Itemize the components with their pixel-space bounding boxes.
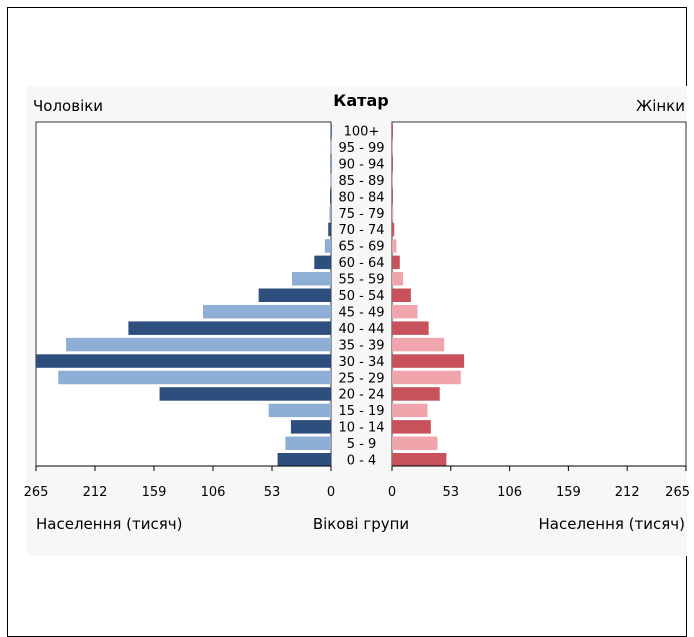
age-group-label: 90 - 94 bbox=[338, 157, 384, 172]
female-bar bbox=[392, 206, 394, 220]
age-group-label: 25 - 29 bbox=[338, 371, 384, 386]
female-bar bbox=[392, 189, 393, 204]
female-bar bbox=[392, 304, 418, 319]
male-bar bbox=[159, 387, 331, 401]
age-group-label: 5 - 9 bbox=[347, 437, 377, 452]
x-axis-label-right: Населення (тисяч) bbox=[539, 515, 686, 533]
female-tick-label: 159 bbox=[556, 485, 581, 500]
female-bar bbox=[392, 124, 393, 138]
age-group-label: 15 - 19 bbox=[338, 404, 384, 419]
male-bar bbox=[268, 403, 331, 418]
age-group-label: 80 - 84 bbox=[338, 190, 384, 205]
age-group-label: 45 - 49 bbox=[338, 305, 384, 320]
male-bar bbox=[292, 272, 331, 286]
female-tick-label: 212 bbox=[615, 485, 640, 500]
female-bar bbox=[392, 420, 431, 434]
male-bar bbox=[36, 354, 331, 368]
female-bar bbox=[392, 173, 393, 187]
age-group-label: 0 - 4 bbox=[347, 454, 377, 469]
female-bar bbox=[392, 387, 440, 401]
male-bar bbox=[58, 370, 331, 385]
male-bar bbox=[328, 222, 331, 237]
male-bar bbox=[290, 420, 331, 434]
male-bar bbox=[330, 140, 332, 154]
female-bar bbox=[392, 370, 461, 385]
male-tick-label: 0 bbox=[327, 485, 335, 500]
male-bar bbox=[324, 239, 331, 253]
male-bar bbox=[202, 304, 331, 319]
age-group-label: 65 - 69 bbox=[338, 240, 384, 255]
male-bar bbox=[314, 255, 331, 270]
female-panel bbox=[391, 121, 687, 467]
female-bar bbox=[392, 453, 447, 467]
male-bar bbox=[277, 453, 331, 467]
age-group-label: 35 - 39 bbox=[338, 338, 384, 353]
female-side-label: Жінки bbox=[636, 97, 685, 115]
female-bar bbox=[392, 272, 404, 286]
female-bar bbox=[392, 255, 400, 270]
male-side-label: Чоловіки bbox=[33, 97, 103, 115]
age-group-label: 85 - 89 bbox=[338, 174, 384, 189]
age-group-label: 70 - 74 bbox=[338, 223, 384, 238]
male-bar bbox=[258, 288, 331, 302]
female-bar bbox=[392, 140, 393, 154]
female-tick-label: 106 bbox=[497, 485, 522, 500]
male-bar bbox=[329, 189, 331, 204]
male-bar bbox=[285, 436, 331, 451]
female-bar bbox=[392, 436, 438, 451]
male-tick-label: 159 bbox=[142, 485, 167, 500]
female-bar bbox=[392, 156, 393, 171]
female-bar bbox=[392, 288, 411, 302]
age-group-label: 55 - 59 bbox=[338, 273, 384, 288]
chart-title: Катар bbox=[333, 91, 388, 110]
male-tick-label: 53 bbox=[264, 485, 281, 500]
male-bar bbox=[329, 206, 331, 220]
age-group-label: 10 - 14 bbox=[338, 421, 384, 436]
male-tick-label: 212 bbox=[83, 485, 108, 500]
age-group-label: 100+ bbox=[344, 125, 380, 140]
female-bar bbox=[392, 337, 445, 352]
age-group-label: 30 - 34 bbox=[338, 355, 384, 370]
female-tick-label: 265 bbox=[665, 485, 690, 500]
male-bar bbox=[66, 337, 331, 352]
male-bar bbox=[330, 124, 332, 138]
female-bar bbox=[392, 321, 429, 335]
male-tick-label: 265 bbox=[24, 485, 49, 500]
female-tick-label: 0 bbox=[388, 485, 396, 500]
male-bar bbox=[330, 173, 332, 187]
age-group-label: 95 - 99 bbox=[338, 141, 384, 156]
age-group-label: 75 - 79 bbox=[338, 207, 384, 222]
age-group-label: 50 - 54 bbox=[338, 289, 384, 304]
male-bar bbox=[330, 156, 332, 171]
male-tick-label: 106 bbox=[201, 485, 226, 500]
female-bar bbox=[392, 239, 397, 253]
female-bar bbox=[392, 222, 395, 237]
female-bar bbox=[392, 403, 428, 418]
female-tick-label: 53 bbox=[443, 485, 460, 500]
x-axis-label-center: Вікові групи bbox=[313, 515, 409, 533]
x-axis-label-left: Населення (тисяч) bbox=[36, 515, 183, 533]
male-bar bbox=[128, 321, 331, 335]
age-group-label: 20 - 24 bbox=[338, 388, 384, 403]
age-group-label: 60 - 64 bbox=[338, 256, 384, 271]
female-bar bbox=[392, 354, 465, 368]
age-group-label: 40 - 44 bbox=[338, 322, 384, 337]
